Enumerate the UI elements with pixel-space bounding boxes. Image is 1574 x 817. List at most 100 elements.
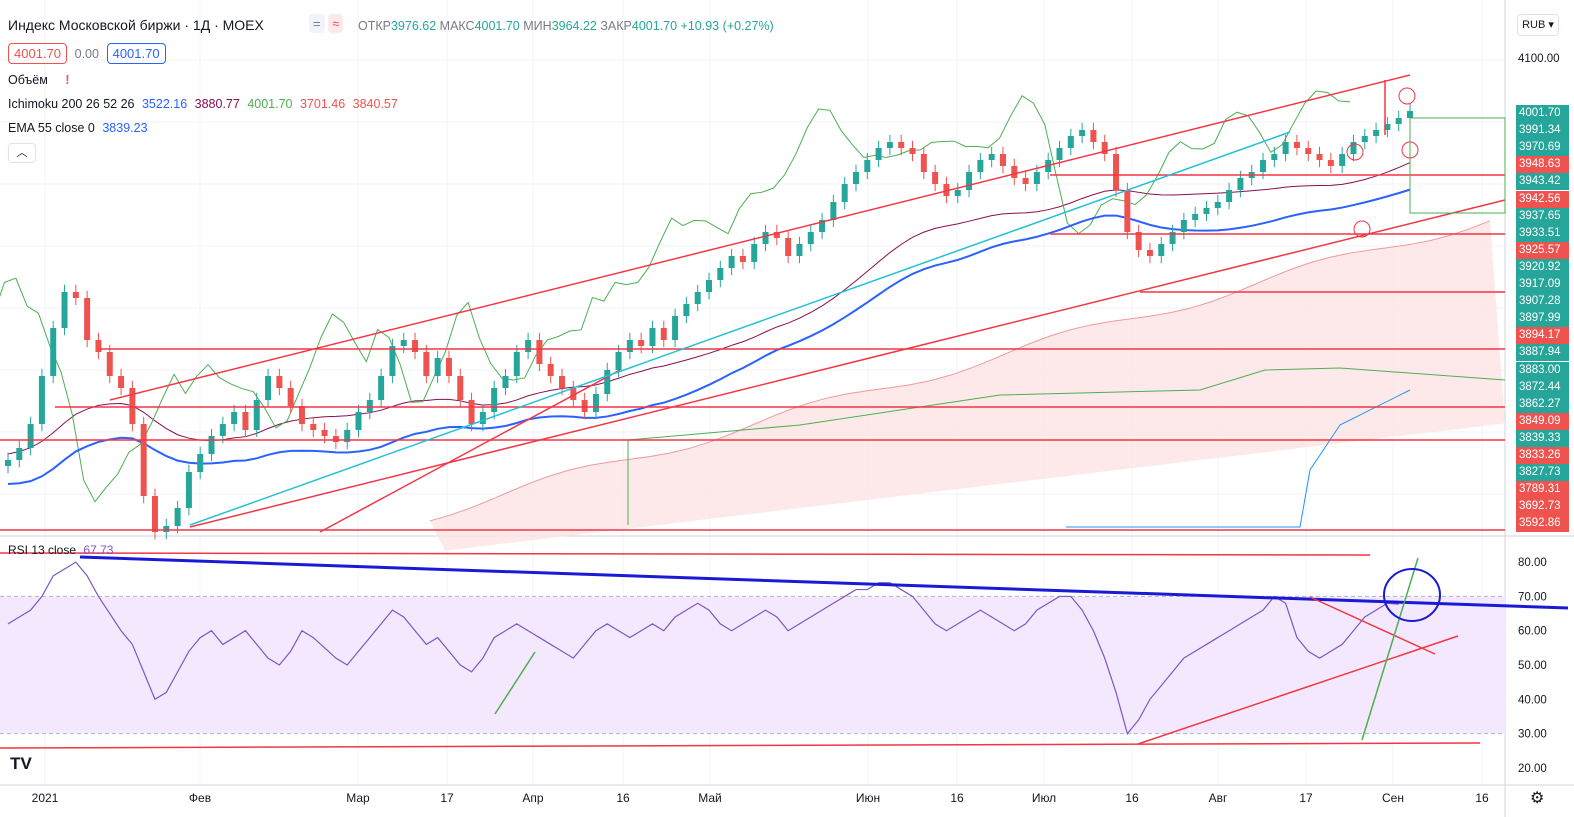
price-axis-tag[interactable]: 3907.28 bbox=[1516, 293, 1569, 311]
settings-gear-icon[interactable]: ⚙ bbox=[1530, 790, 1545, 807]
candle-body bbox=[208, 436, 215, 454]
time-axis-label: Июл bbox=[1032, 791, 1056, 805]
candle-body bbox=[1407, 110, 1413, 118]
candle-body bbox=[1135, 232, 1142, 250]
candle-body bbox=[932, 172, 939, 184]
candle-body bbox=[898, 142, 905, 148]
candle-body bbox=[1316, 154, 1323, 160]
price-axis-tag[interactable]: 3942.56 bbox=[1516, 190, 1569, 208]
candle-body bbox=[796, 244, 803, 256]
price-axis-tag[interactable]: 3839.33 bbox=[1516, 429, 1569, 447]
price-axis-tag[interactable]: 3894.17 bbox=[1516, 327, 1569, 345]
price-axis-tag[interactable]: 3692.73 bbox=[1516, 498, 1569, 516]
price-axis-tag[interactable]: 3592.86 bbox=[1516, 515, 1569, 533]
candle-body bbox=[1361, 136, 1368, 142]
price-axis-tag[interactable]: 3789.31 bbox=[1516, 481, 1569, 499]
ichimoku-cloud bbox=[430, 220, 1505, 551]
price-axis-tag[interactable]: 3887.94 bbox=[1516, 344, 1569, 362]
price-axis-tag[interactable]: 3872.44 bbox=[1516, 378, 1569, 396]
candle-body bbox=[1180, 220, 1187, 232]
spread-value: 0.00 bbox=[74, 47, 99, 61]
time-axis-label: 16 bbox=[1475, 791, 1489, 805]
price-axis-tag[interactable]: 3937.65 bbox=[1516, 207, 1569, 225]
rsi-axis-label: 20.00 bbox=[1518, 763, 1547, 775]
candle-body bbox=[1203, 208, 1210, 214]
candle-body bbox=[1271, 154, 1278, 160]
candle-body bbox=[559, 376, 566, 388]
candle-body bbox=[197, 454, 204, 472]
channel-lower-line bbox=[189, 199, 1506, 528]
price-axis-tag[interactable]: 3991.34 bbox=[1516, 122, 1569, 140]
price-axis-tag[interactable]: 3933.51 bbox=[1516, 224, 1569, 242]
ema-legend[interactable]: EMA 55 close 0 3839.23 bbox=[8, 121, 148, 135]
candle-body bbox=[909, 148, 916, 154]
candle-body bbox=[1305, 148, 1312, 154]
time-axis-label: 16 bbox=[616, 791, 630, 805]
warning-icon[interactable]: ! bbox=[65, 73, 70, 87]
price-axis-tag[interactable]: 3948.63 bbox=[1516, 156, 1569, 174]
candle-body bbox=[875, 148, 882, 160]
candle-body bbox=[344, 430, 351, 442]
candle-body bbox=[739, 256, 746, 262]
price-axis-tag[interactable]: 4001.70 bbox=[1516, 105, 1569, 122]
price-axis-tag[interactable]: 3920.92 bbox=[1516, 258, 1569, 276]
candle-body bbox=[1158, 244, 1165, 256]
price-axis-tag[interactable]: 3917.09 bbox=[1516, 276, 1569, 293]
candle-body bbox=[378, 376, 385, 400]
candle-body bbox=[84, 298, 91, 340]
price-axis-tag[interactable]: 3970.69 bbox=[1516, 139, 1569, 157]
price-axis-tag[interactable]: 3897.99 bbox=[1516, 310, 1569, 328]
price-axis-tag[interactable]: 3827.73 bbox=[1516, 464, 1569, 482]
candle-body bbox=[841, 184, 848, 202]
ask-price[interactable]: 4001.70 bbox=[106, 43, 166, 64]
wave-icon[interactable]: ≈ bbox=[328, 14, 344, 33]
candle-body bbox=[1169, 232, 1176, 244]
rsi-green-line bbox=[494, 651, 536, 715]
candle-body bbox=[118, 376, 125, 388]
ichimoku-legend[interactable]: Ichimoku 200 26 52 26 3522.16 3880.77 40… bbox=[8, 97, 398, 111]
candle-body bbox=[819, 220, 826, 232]
fib-box bbox=[1409, 117, 1506, 214]
candle-body bbox=[807, 232, 814, 244]
rsi-green-line bbox=[1361, 557, 1419, 741]
candle-body bbox=[864, 160, 871, 172]
candle-body bbox=[513, 352, 520, 376]
candle-body bbox=[988, 154, 995, 160]
candle-body bbox=[638, 340, 645, 346]
kijun-line bbox=[7, 162, 1411, 455]
candle-body bbox=[1011, 166, 1018, 178]
rsi-resistance-line bbox=[1309, 596, 1436, 655]
candle-body bbox=[321, 430, 328, 436]
candle-body bbox=[276, 376, 283, 388]
price-axis-tag[interactable]: 3883.00 bbox=[1516, 361, 1569, 379]
candle-body bbox=[151, 496, 158, 532]
candle-body bbox=[1282, 142, 1289, 154]
price-axis-tag[interactable]: 3849.09 bbox=[1516, 412, 1569, 430]
candle-body bbox=[999, 154, 1006, 166]
compare-button[interactable]: = ≈ bbox=[309, 14, 344, 33]
time-axis-label: 17 bbox=[440, 791, 454, 805]
chevron-up-icon: ︿ bbox=[16, 147, 28, 159]
time-axis-label: 2021 bbox=[32, 791, 59, 805]
bid-price[interactable]: 4001.70 bbox=[8, 43, 67, 64]
ema-55-line bbox=[7, 188, 1411, 485]
cyan-trend-line bbox=[189, 131, 1291, 526]
candle-body bbox=[1214, 202, 1221, 208]
candle-body bbox=[1079, 130, 1086, 136]
rsi-legend[interactable]: RSI 13 close 67.73 bbox=[8, 543, 114, 557]
price-axis-tag[interactable]: 3925.57 bbox=[1516, 241, 1569, 259]
candle-body bbox=[253, 400, 260, 430]
price-axis-tag[interactable]: 3943.42 bbox=[1516, 173, 1569, 191]
candle-body bbox=[1350, 142, 1357, 154]
candle-body bbox=[1192, 214, 1199, 220]
price-axis-tag[interactable]: 3862.27 bbox=[1516, 395, 1569, 413]
candle-body bbox=[751, 244, 758, 262]
collapse-legend-button[interactable]: ︿ bbox=[8, 143, 36, 163]
price-axis-tag[interactable]: 3833.26 bbox=[1516, 447, 1569, 464]
time-axis-label: Июн bbox=[856, 791, 880, 805]
candle-body bbox=[1395, 118, 1402, 124]
candle-body bbox=[1293, 142, 1300, 148]
volume-legend[interactable]: Объём ! bbox=[8, 73, 70, 87]
currency-selector[interactable]: RUB ▾ bbox=[1517, 14, 1559, 36]
